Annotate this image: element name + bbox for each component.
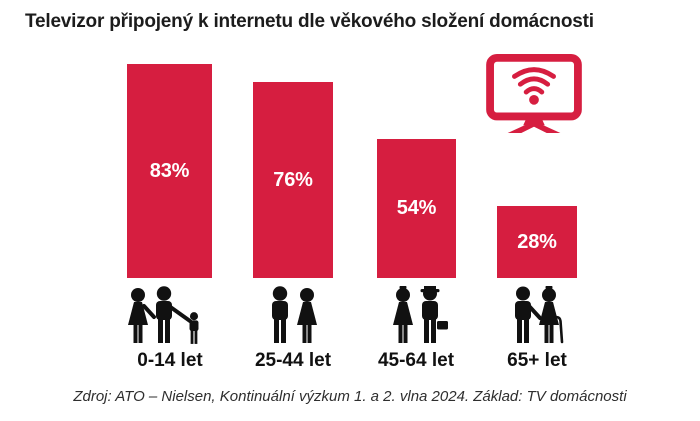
bar-45-64: 54% [377,139,456,278]
bar-25-44: 76% [253,82,333,278]
category-label-45-64: 45-64 let [377,350,455,371]
source-note: Zdroj: ATO – Nielsen, Kontinuální výzkum… [73,388,627,405]
category-label-0-14: 0-14 let [137,350,203,371]
bar-value-label: 28% [517,230,557,253]
bar-value-label: 76% [273,168,313,191]
bar-0-14: 83% [127,64,212,278]
bar-value-label: 83% [149,159,190,182]
bar-value-label: 54% [396,197,437,219]
middle-aged-couple-with-hat-and-briefcase-icon [351,283,481,350]
bar-65plus: 28% [497,206,577,278]
chart-title: Televizor připojený k internetu dle věko… [25,11,594,32]
adult-couple-icon [228,286,358,350]
category-label-65plus: 65+ let [507,350,567,371]
bar-chart-plot-area: 83% 76% 54% 28% [127,64,577,278]
family-with-child-icon [105,286,235,350]
tv-with-wifi-icon [485,53,583,135]
senior-couple-with-cane-icon [472,284,602,350]
category-label-25-44: 25-44 let [254,350,332,371]
